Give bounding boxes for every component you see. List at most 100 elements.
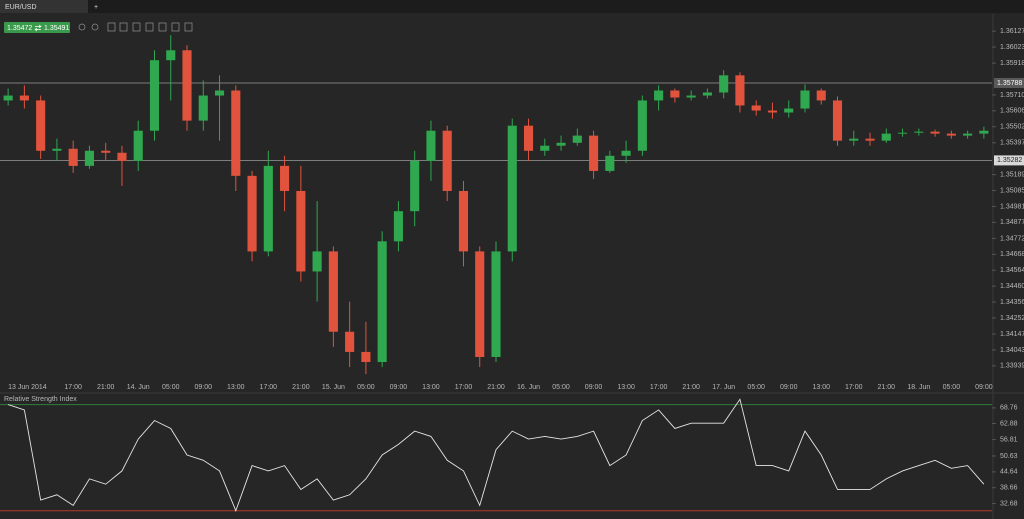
x-tick-label: 17:00	[845, 384, 863, 391]
candle-body	[133, 130, 143, 161]
candle-body	[963, 133, 973, 136]
candle-body	[767, 110, 778, 113]
x-tick-label: 21:00	[878, 384, 896, 391]
candle-body	[491, 251, 501, 357]
y-tick-label: 1.34772	[1000, 235, 1024, 242]
tab-title[interactable]: EUR/USD	[5, 4, 37, 11]
candle-body	[377, 241, 387, 363]
candle-body	[19, 95, 29, 101]
x-tick-label: 21:00	[97, 384, 115, 391]
tool[interactable]	[132, 22, 141, 32]
candle-body	[930, 131, 940, 134]
candle-body	[442, 130, 452, 191]
x-tick-label: 09:00	[585, 384, 603, 391]
candle-body	[328, 251, 338, 332]
y-tick-label: 1.34043	[1000, 347, 1024, 354]
ask: 1.35491	[44, 25, 69, 32]
level-badge	[994, 155, 1024, 166]
x-tick-label: 21:00	[487, 384, 505, 391]
rsi-title: Relative Strength Index	[4, 396, 77, 403]
x-tick-label: 13:00	[617, 384, 635, 391]
candle-body	[800, 90, 810, 109]
candle-body	[556, 142, 566, 146]
candle-body	[3, 95, 13, 101]
quote-badge[interactable]	[4, 22, 70, 33]
y-tick-label: 1.35606	[1000, 108, 1024, 115]
y-tick-label: 32.68	[1000, 500, 1018, 507]
y-tick-label: 50.63	[1000, 453, 1018, 460]
candle-body	[231, 90, 241, 176]
x-tick-label: 13:00	[812, 384, 830, 391]
new-tab[interactable]: +	[94, 4, 98, 11]
candle-body	[426, 130, 436, 161]
x-tick-label: 09:00	[780, 384, 798, 391]
x-tick-label: 05:00	[552, 384, 570, 391]
y-tick-label: 1.36023	[1000, 44, 1024, 51]
tab[interactable]	[0, 0, 88, 13]
x-tick-label: 09:00	[975, 384, 993, 391]
x-tick-label: 05:00	[943, 384, 961, 391]
y-tick-label: 1.34356	[1000, 299, 1024, 306]
candle-body	[166, 50, 176, 61]
tool[interactable]	[107, 22, 116, 32]
candle-body	[637, 100, 647, 151]
candle-body	[898, 132, 908, 134]
toolbar	[78, 22, 193, 32]
candle-body	[881, 133, 891, 141]
level-label: 1.35282	[997, 157, 1022, 164]
candle-body	[670, 90, 680, 98]
x-tick-label: 17:00	[260, 384, 278, 391]
candle-body	[296, 190, 306, 272]
zoom-in[interactable]	[78, 23, 86, 31]
candle-body	[84, 150, 94, 166]
candle-body	[686, 95, 696, 98]
tool[interactable]	[171, 22, 180, 32]
level-badge	[994, 77, 1024, 88]
y-tick-label: 44.64	[1000, 469, 1018, 476]
x-tick-label: 05:00	[357, 384, 375, 391]
y-tick-label: 1.36127	[1000, 28, 1024, 35]
tool[interactable]	[119, 22, 128, 32]
y-tick-label: 1.34877	[1000, 219, 1024, 226]
tool[interactable]	[158, 22, 167, 32]
y-tick-label: 68.76	[1000, 405, 1018, 412]
candle-body	[589, 135, 599, 171]
candle-body	[751, 105, 761, 111]
x-tick-label: 09:00	[390, 384, 408, 391]
tool[interactable]	[184, 22, 193, 32]
candle-body	[345, 331, 355, 352]
candle-body	[410, 160, 420, 212]
candle-body	[263, 165, 273, 252]
y-tick-label: 1.35085	[1000, 187, 1024, 194]
x-tick-label: 13:00	[422, 384, 440, 391]
candle-body	[52, 148, 62, 151]
candle-body	[393, 211, 403, 242]
tool[interactable]	[145, 22, 154, 32]
candle-body	[605, 155, 615, 171]
zoom-out[interactable]	[91, 23, 99, 31]
y-tick-label: 1.34252	[1000, 315, 1024, 322]
y-tick-label: 56.81	[1000, 436, 1018, 443]
x-tick-label: 17:00	[64, 384, 82, 391]
candle-body	[214, 90, 225, 96]
candle-body	[101, 150, 111, 153]
x-tick-label: 13 Jun 2014	[8, 384, 47, 391]
y-tick-label: 38.66	[1000, 485, 1018, 492]
level-label: 1.35788	[997, 80, 1022, 87]
y-tick-label: 62.88	[1000, 420, 1018, 427]
candle-body	[361, 351, 371, 363]
y-tick-label: 1.35710	[1000, 92, 1024, 99]
candle-body	[312, 251, 322, 272]
y-tick-label: 1.35397	[1000, 140, 1024, 147]
candle-body	[946, 133, 956, 136]
x-tick-label: 05:00	[162, 384, 180, 391]
candle-body	[198, 95, 208, 121]
x-tick-label: 17. Jun	[712, 384, 735, 391]
y-tick-label: 1.34668	[1000, 251, 1024, 258]
candle-body	[849, 138, 859, 141]
x-tick-label: 09:00	[195, 384, 213, 391]
candle-body	[117, 152, 127, 161]
candle-body	[280, 165, 290, 191]
candle-body	[247, 175, 257, 252]
y-tick-label: 1.34460	[1000, 283, 1024, 290]
